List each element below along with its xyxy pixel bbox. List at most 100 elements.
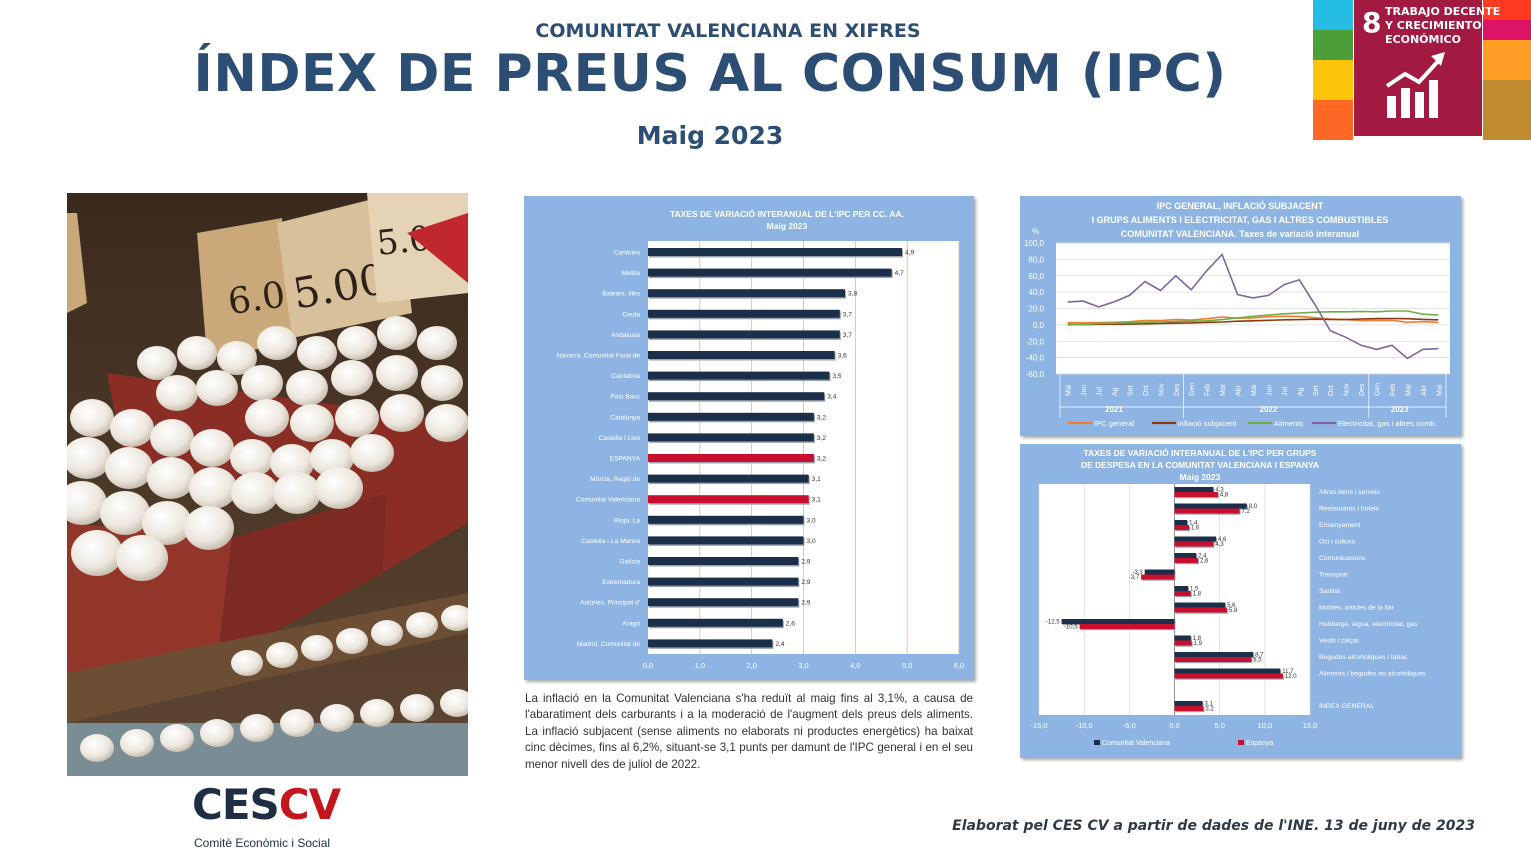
chart3-value-label: 4,3 [1215, 542, 1224, 548]
chart1-category-label: Navarra, Comunitat Foral de [557, 353, 641, 360]
chart1-category-label: País Basc [610, 394, 640, 401]
cescv-logo: CESCV Comitè Econòmic i Social [192, 780, 342, 852]
chart3-value-label: 4,8 [1220, 493, 1229, 499]
chart1-value-label: 3,2 [817, 456, 826, 463]
chart2-month-label: Ag [1297, 387, 1304, 396]
header-supertitle: COMUNITAT VALENCIANA EN XIFRES [535, 20, 921, 42]
chart3-bar [1174, 520, 1188, 525]
chart3-value-label: 4,3 [1215, 488, 1224, 494]
chart3-bar [1174, 487, 1214, 492]
chart2-legend-label: IPC general [1094, 419, 1134, 428]
chart3-category-label: Restaurants i hotels [1319, 506, 1380, 513]
chart2-series-line [1067, 315, 1439, 324]
chart3-value-label: 2,4 [1198, 554, 1207, 560]
chart2-month-label: Nov [1158, 383, 1165, 396]
chart1-bar [648, 618, 783, 627]
chart3-bar [1174, 640, 1192, 646]
chart1-value-label: 3,5 [832, 373, 841, 380]
chart3-value-label: 4,6 [1218, 537, 1227, 543]
chart1-category-label: Comunitat Valenciana [576, 497, 640, 504]
chart1-category-label: Rioja, La [614, 517, 640, 524]
chart1-value-label: 3,4 [827, 394, 836, 401]
chart3-xtick: 5,0 [1214, 721, 1224, 730]
chart3-value-label: 8,7 [1255, 653, 1264, 659]
chart1-bar [648, 248, 902, 256]
chart3-bar [1174, 492, 1218, 497]
chart3-legend-label: Comunitat Valenciana [1102, 740, 1170, 747]
chart1-category-label: Castella - La Manxa [581, 538, 640, 545]
chart1-category-label: Galícia [619, 559, 640, 566]
chart2-legend-label: Electricitat, gas i altres comb. [1338, 419, 1437, 428]
eggs-market-photo: 6.00 5.00 5.00 [67, 193, 468, 776]
chart3-bar [1141, 574, 1175, 580]
chart3-category-label: Aliments i begudes no alcohòliques [1319, 671, 1426, 678]
sdg-line-1: TRABAJO DECENTE [1385, 5, 1500, 18]
price-signs: 6.00 5.00 5.00 [67, 193, 468, 358]
chart1-bar [648, 474, 809, 483]
chart3-category-label: Transport [1319, 572, 1348, 579]
chart3-xtick: 15,0 [1303, 721, 1318, 730]
chart1-category-label: Madrid, Comunitat de [577, 641, 640, 648]
chart1-value-label: 2,4 [775, 641, 784, 648]
chart2-month-label: Ag [1112, 387, 1119, 396]
chart2-series-line [1067, 253, 1439, 360]
sdg-wheel-icon [1313, 0, 1531, 140]
growth-chart-icon [1385, 52, 1445, 118]
chart3-title-2: DE DESPESA EN LA COMUNITAT VALENCIANA I … [1081, 460, 1319, 470]
chart3-bar [1174, 553, 1197, 558]
chart2-ytick: 80,0 [1028, 255, 1044, 264]
chart3-xtick: -5,0 [1123, 721, 1136, 730]
chart3-bar [1174, 508, 1240, 514]
source-footer: Elaborat pel CES CV a partir de dades de… [952, 818, 1475, 834]
chart1-bar [648, 577, 799, 586]
logo-cv: CV [278, 780, 341, 829]
chart3-xtick: 10,0 [1258, 721, 1273, 730]
chart1-bar [648, 392, 825, 401]
chart-ipc-lines: IPC GENERAL, INFLACIÓ SUBJACENT I GRUPS … [1020, 196, 1461, 436]
chart1-bar [648, 454, 814, 462]
chart2-month-label: Oct [1143, 385, 1150, 396]
chart3-value-label: -10,5 [1064, 625, 1078, 631]
chart1-bar [648, 371, 830, 380]
chart3-bar [1174, 635, 1191, 641]
chart2-series-line [1067, 310, 1439, 326]
chart3-value-label: 11,7 [1282, 669, 1294, 675]
chart1-bar [648, 639, 773, 648]
chart2-month-label: Feb [1390, 384, 1397, 396]
chart1-xtick: 3,0 [798, 661, 808, 670]
chart3-value-label: 3,1 [1205, 702, 1214, 708]
chart3-bar [1174, 657, 1252, 662]
chart1-value-label: 3,2 [817, 435, 826, 442]
chart2-series-line [1067, 317, 1439, 326]
chart3-legend-swatch [1238, 740, 1244, 745]
chart3-bar [1174, 652, 1254, 657]
chart2-ytick: 0,0 [1033, 321, 1045, 330]
chart1-bar [648, 330, 840, 339]
logo-tagline: Comitè Econòmic i Social [194, 836, 331, 850]
chart1-category-label: Andalusia [611, 332, 640, 339]
chart2-month-label: Nov [1344, 383, 1351, 396]
chart2-month-label: Jul [1282, 387, 1289, 396]
chart1-bar [648, 351, 835, 359]
chart2-year-label: 2022 [1260, 405, 1278, 414]
chart3-bar [1079, 624, 1175, 629]
chart3-xtick: -15,0 [1030, 721, 1047, 730]
chart1-value-label: 3,6 [838, 353, 847, 360]
chart2-year-label: 2021 [1105, 405, 1123, 414]
chart1-bar [648, 268, 892, 277]
chart3-value-label: 1,4 [1189, 521, 1198, 527]
chart3-value-label: 1,8 [1193, 636, 1202, 642]
sdg-number: 8 [1362, 6, 1381, 39]
chart1-xtick: 6,0 [954, 661, 964, 670]
chart1-category-label: Catalunya [610, 414, 640, 421]
chart1-bar [648, 289, 845, 298]
chart3-bar [1174, 668, 1281, 674]
chart2-month-label: Mai [1251, 384, 1258, 396]
chart2-title-1: IPC GENERAL, INFLACIÓ SUBJACENT [1157, 200, 1324, 211]
chart1-value-label: 3,0 [807, 517, 816, 524]
chart3-bar [1174, 701, 1203, 706]
chart2-year-label: 2023 [1391, 405, 1409, 414]
chart2-ylabel: % [1032, 227, 1039, 236]
chart3-category-label: Begudes alcohòliques i tabac [1319, 654, 1408, 661]
chart1-bar [648, 557, 799, 565]
